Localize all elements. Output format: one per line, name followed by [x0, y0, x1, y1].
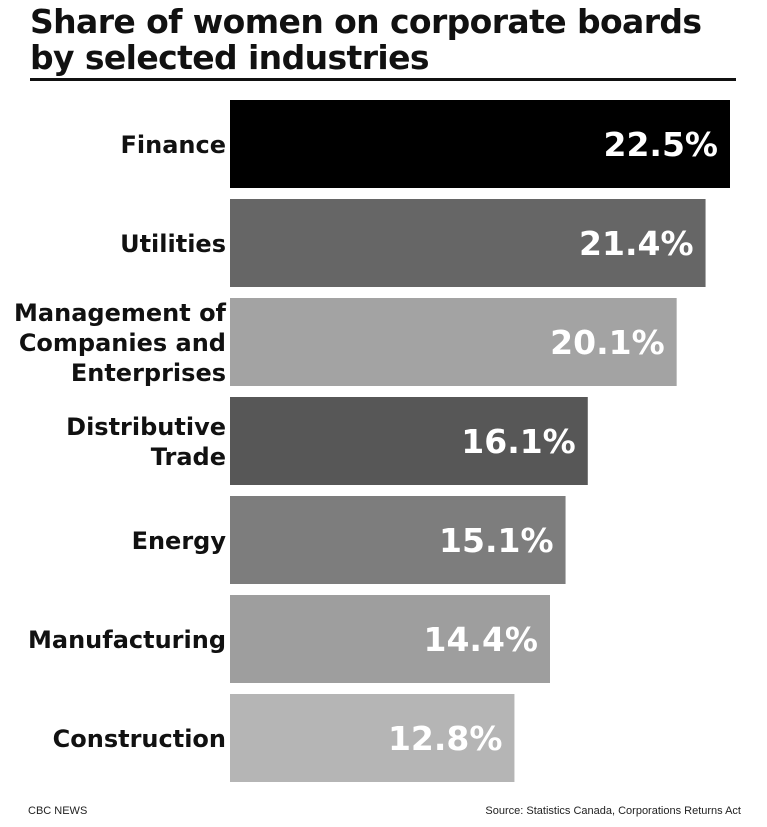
source-label: Source: Statistics Canada, Corporations …	[485, 805, 741, 817]
value-label-finance: 22.5%	[604, 125, 719, 164]
bar-chart: 22.5% Finance 21.4% Utilities 20.1% Managemen…	[14, 100, 730, 782]
value-label-utilities: 21.4%	[579, 224, 694, 263]
value-label-manufacturing: 14.4%	[424, 620, 539, 659]
category-label-line: Trade	[151, 443, 226, 471]
category-label-distributive-trade: Distributive Trade	[66, 413, 226, 471]
category-label-line: Utilities	[120, 230, 226, 258]
bar-construction	[230, 694, 515, 782]
bar-distributive-trade	[230, 397, 588, 485]
bar-management-of-companies-and-enterprises	[230, 298, 677, 386]
value-label-distributive-trade: 16.1%	[461, 422, 576, 461]
category-label-construction: Construction	[53, 725, 226, 753]
category-label-line: Construction	[53, 725, 226, 753]
category-label-line: Management of	[14, 299, 227, 327]
category-label-manufacturing: Manufacturing	[28, 626, 226, 654]
category-label-line: Manufacturing	[28, 626, 226, 654]
value-label-energy: 15.1%	[439, 521, 554, 560]
category-label-line: Enterprises	[71, 359, 226, 387]
category-label-energy: Energy	[132, 527, 227, 555]
chart-title: Share of women on corporate boards by se…	[30, 2, 702, 77]
category-label-management-of-companies-and-enterprises: Management of Companies and Enterprises	[14, 299, 227, 387]
bar-finance	[230, 100, 730, 188]
value-label-management-of-companies-and-enterprises: 20.1%	[550, 323, 665, 362]
value-label-construction: 12.8%	[388, 719, 503, 758]
category-label-line: Distributive	[66, 413, 226, 441]
bar-energy	[230, 496, 566, 584]
bar-utilities	[230, 199, 706, 287]
credit-label: CBC NEWS	[28, 805, 88, 817]
category-label-line: Energy	[132, 527, 227, 555]
category-label-line: Finance	[121, 131, 227, 159]
category-label-utilities: Utilities	[120, 230, 226, 258]
category-label-finance: Finance	[121, 131, 227, 159]
bar-manufacturing	[230, 595, 550, 683]
title-divider	[30, 78, 736, 81]
category-label-line: Companies and	[19, 329, 226, 357]
